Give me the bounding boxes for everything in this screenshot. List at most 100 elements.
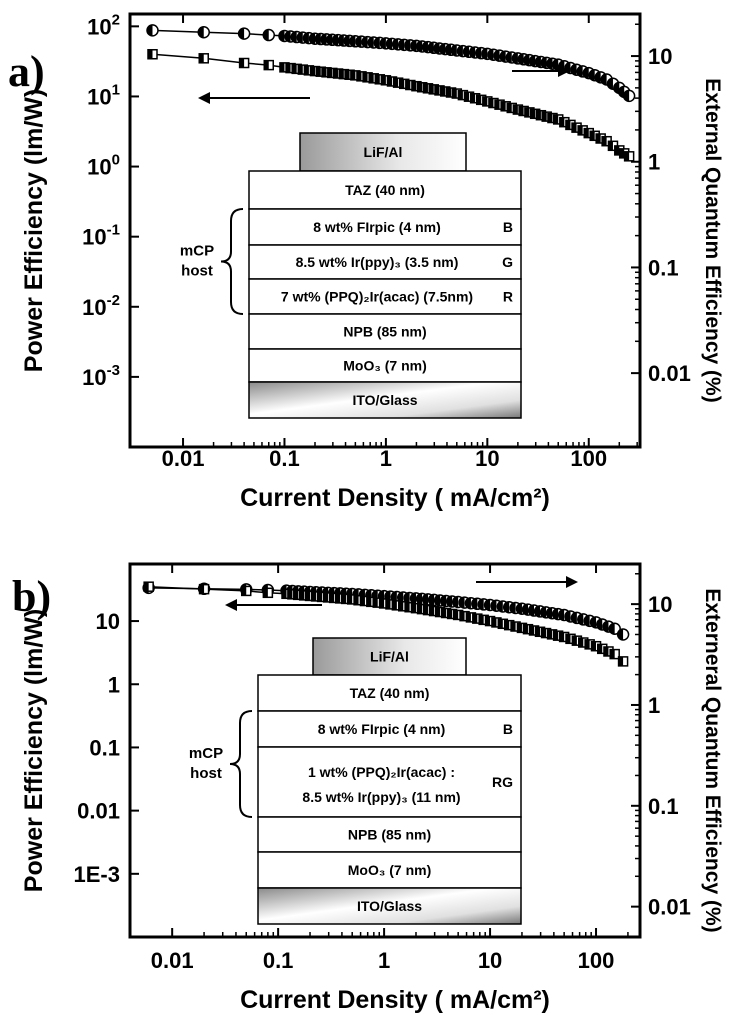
data-point-circle-fill bbox=[368, 36, 374, 48]
data-point-circle-fill bbox=[469, 46, 476, 58]
data-point-square-fill bbox=[393, 78, 399, 88]
data-point-circle-fill bbox=[565, 610, 571, 622]
data-point-circle-fill bbox=[392, 38, 399, 50]
data-point-square-fill bbox=[476, 95, 482, 105]
device-layer-label: 8.5 wt% Ir(ppy)₃ (3.5 nm) bbox=[296, 254, 459, 270]
panel-label: b) bbox=[12, 572, 51, 621]
data-point-circle-fill bbox=[198, 26, 204, 38]
device-layer-label: NPB (85 nm) bbox=[343, 324, 426, 340]
data-point-circle-fill bbox=[459, 597, 465, 609]
data-point-circle-fill bbox=[309, 33, 316, 45]
data-point-circle-fill bbox=[463, 46, 470, 58]
data-point-square-fill bbox=[572, 636, 577, 646]
data-point-circle-fill bbox=[571, 612, 577, 624]
data-point-square-fill bbox=[530, 109, 536, 119]
device-layer-label: ITO/Glass bbox=[357, 898, 422, 914]
device-layer-label: LiF/Al bbox=[364, 144, 403, 160]
data-point-square-fill bbox=[524, 107, 530, 117]
data-point-circle-fill bbox=[535, 56, 541, 68]
data-point-square-fill bbox=[405, 602, 410, 612]
y-tick-exponent: -3 bbox=[107, 362, 120, 379]
data-point-circle-fill bbox=[577, 613, 584, 625]
y-tick-exponent: 2 bbox=[112, 11, 120, 28]
data-point-square-fill bbox=[466, 612, 471, 622]
data-point-square-fill bbox=[529, 625, 535, 635]
y-tick-base: 10 bbox=[82, 295, 106, 320]
host-label: mCP bbox=[189, 745, 223, 762]
y-tick-label: 0.1 bbox=[89, 735, 120, 760]
data-point-circle-fill bbox=[416, 40, 423, 52]
data-point-square-fill bbox=[323, 592, 329, 602]
data-point-square-fill bbox=[585, 639, 590, 649]
y-tick-label: 10 bbox=[96, 609, 120, 634]
data-point-circle-fill bbox=[303, 32, 309, 44]
device-layer-label: ITO/Glass bbox=[352, 392, 417, 408]
data-point-square-fill bbox=[565, 120, 571, 130]
y-axis-label: Power Efficiency (lm/W) bbox=[20, 89, 48, 372]
data-point-square-fill bbox=[553, 631, 559, 641]
data-point-circle-fill bbox=[422, 41, 428, 53]
data-point-circle-fill bbox=[452, 596, 459, 608]
data-point-circle-fill bbox=[386, 38, 393, 50]
data-point-circle-fill bbox=[595, 71, 601, 83]
data-point-square-fill bbox=[411, 603, 416, 613]
data-point-circle-fill bbox=[577, 65, 583, 77]
data-point-circle-fill bbox=[518, 53, 524, 65]
y-tick-base: 10 bbox=[82, 365, 106, 390]
data-point-circle-fill bbox=[263, 29, 269, 41]
data-point-square-fill bbox=[523, 624, 528, 634]
x-axis-label: Current Density ( mA/cm²) bbox=[240, 986, 550, 1014]
y-tick-label: 0.01 bbox=[77, 799, 120, 824]
data-point-square-fill bbox=[597, 644, 603, 654]
data-point-circle-fill bbox=[481, 48, 488, 60]
panel-a: a)0.01 0.1 1 10 10010210110010-110-210-31010… bbox=[8, 11, 724, 512]
data-point-square-fill bbox=[317, 592, 323, 602]
data-point-square-fill bbox=[578, 638, 584, 648]
data-point-square-fill bbox=[345, 70, 350, 80]
y-tick-exponent: 1 bbox=[112, 81, 120, 98]
data-point-square-fill bbox=[399, 79, 405, 89]
data-point-square-fill bbox=[440, 86, 446, 96]
data-point-circle-fill bbox=[428, 42, 434, 54]
data-point-circle-fill bbox=[541, 57, 547, 69]
x-tick-label: 0.1 bbox=[263, 948, 294, 973]
data-point-square-fill bbox=[608, 141, 613, 151]
data-point-square-fill bbox=[479, 615, 484, 625]
data-point-square-fill bbox=[335, 593, 341, 603]
data-point-square-fill bbox=[584, 128, 589, 138]
data-point-square-fill bbox=[341, 594, 347, 604]
data-point-square-fill bbox=[618, 656, 624, 666]
device-layer-tag: RG bbox=[492, 774, 513, 790]
data-point-square-fill bbox=[491, 617, 497, 627]
data-point-square-fill bbox=[264, 60, 269, 70]
y2-tick-label: 0.1 bbox=[648, 794, 679, 819]
data-point-square-fill bbox=[547, 629, 553, 639]
data-point-circle-fill bbox=[607, 78, 613, 90]
y-tick-base: 10 bbox=[87, 155, 111, 180]
data-point-square-fill bbox=[541, 628, 547, 638]
data-point-circle-fill bbox=[506, 51, 512, 63]
arrow-left-icon bbox=[225, 599, 237, 611]
data-point-square-fill bbox=[199, 584, 205, 594]
data-point-circle-fill bbox=[434, 42, 440, 54]
data-point-circle-fill bbox=[398, 39, 405, 51]
data-point-square-fill bbox=[566, 634, 571, 644]
data-point-circle-fill bbox=[446, 595, 453, 607]
data-point-square-fill bbox=[360, 596, 365, 606]
panel-label: a) bbox=[8, 47, 45, 96]
y-axis-label: Power Efficiency (lm/W) bbox=[20, 609, 48, 892]
data-point-circle-fill bbox=[440, 595, 447, 607]
data-point-square-fill bbox=[299, 590, 305, 600]
data-point-circle-fill bbox=[410, 40, 417, 52]
host-label: mCP bbox=[180, 243, 214, 260]
device-layer-label: LiF/Al bbox=[370, 649, 409, 665]
data-point-square-fill bbox=[350, 70, 356, 80]
data-point-square-fill bbox=[398, 601, 404, 611]
data-point-square-fill bbox=[624, 151, 630, 161]
data-point-circle-fill bbox=[552, 608, 559, 620]
data-point-circle-fill bbox=[523, 54, 530, 66]
device-layer-label: 8 wt% FIrpic (4 nm) bbox=[313, 219, 441, 235]
data-point-circle-fill bbox=[297, 32, 303, 44]
data-point-square-fill bbox=[148, 49, 153, 59]
data-point-square-fill bbox=[239, 58, 245, 68]
